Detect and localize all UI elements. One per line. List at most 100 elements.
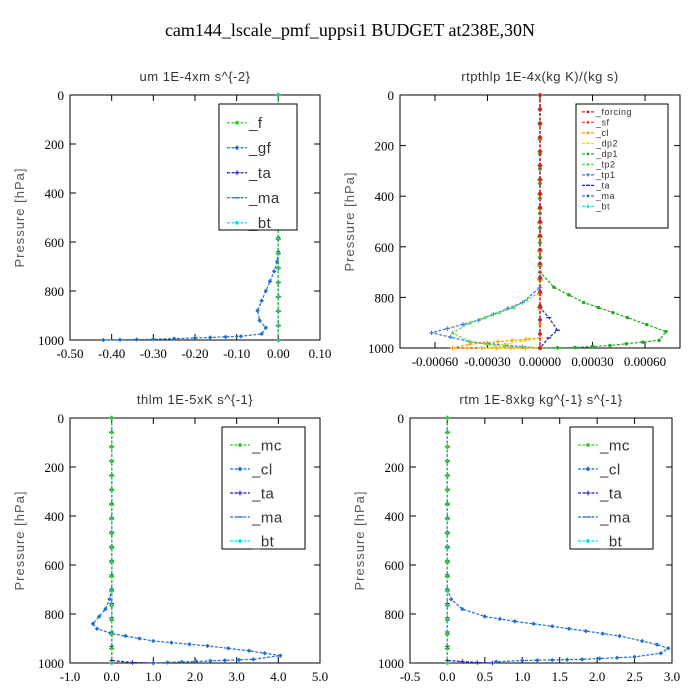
series-point (238, 334, 244, 339)
y-axis-label: Pressure [hPa] (12, 491, 27, 591)
series-point (107, 597, 112, 602)
x-tick-label: 2.0 (187, 669, 203, 684)
figure-title: cam144_lscale_pmf_uppsi1 BUDGET at238E,3… (164, 20, 536, 40)
series-point (445, 531, 450, 536)
legend-label: _mc (251, 437, 282, 454)
series-point (567, 293, 571, 297)
series-point (276, 323, 281, 328)
series-point (538, 304, 542, 308)
legend: _mc _cl _ta _ma _bt (569, 426, 654, 550)
series-line-ta (111, 418, 154, 664)
series-point (117, 337, 123, 342)
series-point (523, 336, 529, 342)
x-tick-label: 3.0 (229, 669, 245, 684)
series-point (445, 502, 450, 507)
x-tick-label: 1.5 (552, 669, 568, 684)
series-point (573, 345, 577, 350)
series-point (276, 280, 281, 285)
series-point (276, 309, 281, 313)
legend-marker (235, 220, 239, 225)
series-point (103, 606, 108, 612)
series-point (495, 339, 501, 344)
series-point (109, 646, 114, 651)
legend-marker (586, 194, 590, 198)
y-tick-label: 200 (375, 139, 395, 154)
legend-marker (586, 110, 590, 114)
series-point (448, 335, 453, 340)
x-tick-label: 0.5 (477, 669, 493, 684)
series-point (109, 488, 114, 492)
legend-label: _bt (251, 533, 275, 550)
legend-marker (586, 162, 590, 166)
series-point (481, 340, 487, 346)
legend-label: _f (248, 115, 263, 132)
legend-label: _cl (595, 128, 609, 138)
series-line-cl (92, 418, 281, 664)
x-tick-label: 0.00030 (571, 354, 613, 369)
series-point (581, 300, 586, 305)
series-point (109, 459, 114, 463)
series-point (109, 445, 114, 449)
legend-label: _bt (599, 533, 623, 550)
series-point (109, 589, 114, 593)
series-point (134, 337, 139, 342)
series-point (94, 626, 100, 631)
y-tick-label: 200 (385, 460, 405, 475)
series-point (123, 633, 128, 639)
series-point (109, 545, 114, 550)
x-tick-label: -0.20 (181, 346, 208, 361)
legend-label: _sf (595, 118, 610, 128)
series-point (538, 177, 542, 182)
series-point (267, 278, 273, 284)
series-point (278, 653, 283, 658)
y-tick-label: 800 (45, 284, 65, 299)
series-point (639, 638, 645, 644)
series-line-tp1 (431, 95, 541, 349)
series-point (276, 266, 281, 270)
series-point (109, 603, 114, 608)
series-point (460, 606, 465, 612)
series-point (109, 473, 114, 478)
series-point (467, 320, 473, 325)
series-point (460, 659, 465, 664)
chart-panel-2: rtpthlp 1E-4x(kg K)/(kg s) Pressure [hPa]… (342, 69, 681, 369)
x-tick-label: 0.00060 (624, 354, 666, 369)
series-point (151, 337, 156, 342)
series-point (664, 329, 668, 334)
series-point (445, 517, 450, 521)
y-tick-label: 400 (375, 189, 395, 204)
y-tick-label: 800 (385, 607, 405, 622)
y-tick-label: 400 (385, 509, 405, 524)
y-axis-label: Pressure [hPa] (342, 172, 357, 272)
legend-label: _dp2 (595, 139, 618, 149)
series-point (109, 517, 114, 521)
x-tick-label: -1.0 (60, 669, 81, 684)
series-point (445, 618, 450, 622)
x-tick-label: 5.0 (312, 669, 328, 684)
series-point (538, 196, 542, 201)
series-point (109, 430, 114, 435)
series-point (520, 658, 525, 663)
chart-panel-4: rtm 1E-8xkg kg^{-1} s^{-1} Pressure [hPa]… (352, 392, 680, 684)
legend-label: _gf (248, 140, 272, 157)
series-point (448, 597, 454, 602)
series-point (109, 416, 114, 420)
chart-subtitle: rtm 1E-8xkg kg^{-1} s^{-1} (459, 392, 622, 407)
series-point (90, 621, 96, 627)
series-point (445, 445, 450, 449)
y-tick-label: 1000 (38, 656, 64, 671)
series-point (276, 338, 281, 342)
series-point (564, 657, 570, 662)
series-point (549, 657, 555, 663)
series-point (109, 560, 114, 564)
series-point (445, 430, 450, 435)
legend-label: _ma (248, 190, 280, 207)
series-point (538, 219, 542, 224)
series-point (276, 93, 281, 97)
series-point (467, 339, 473, 344)
x-tick-label: -0.10 (223, 346, 250, 361)
legend-label: _ta (595, 181, 610, 191)
series-point (445, 632, 450, 636)
y-tick-label: 1000 (38, 333, 64, 348)
